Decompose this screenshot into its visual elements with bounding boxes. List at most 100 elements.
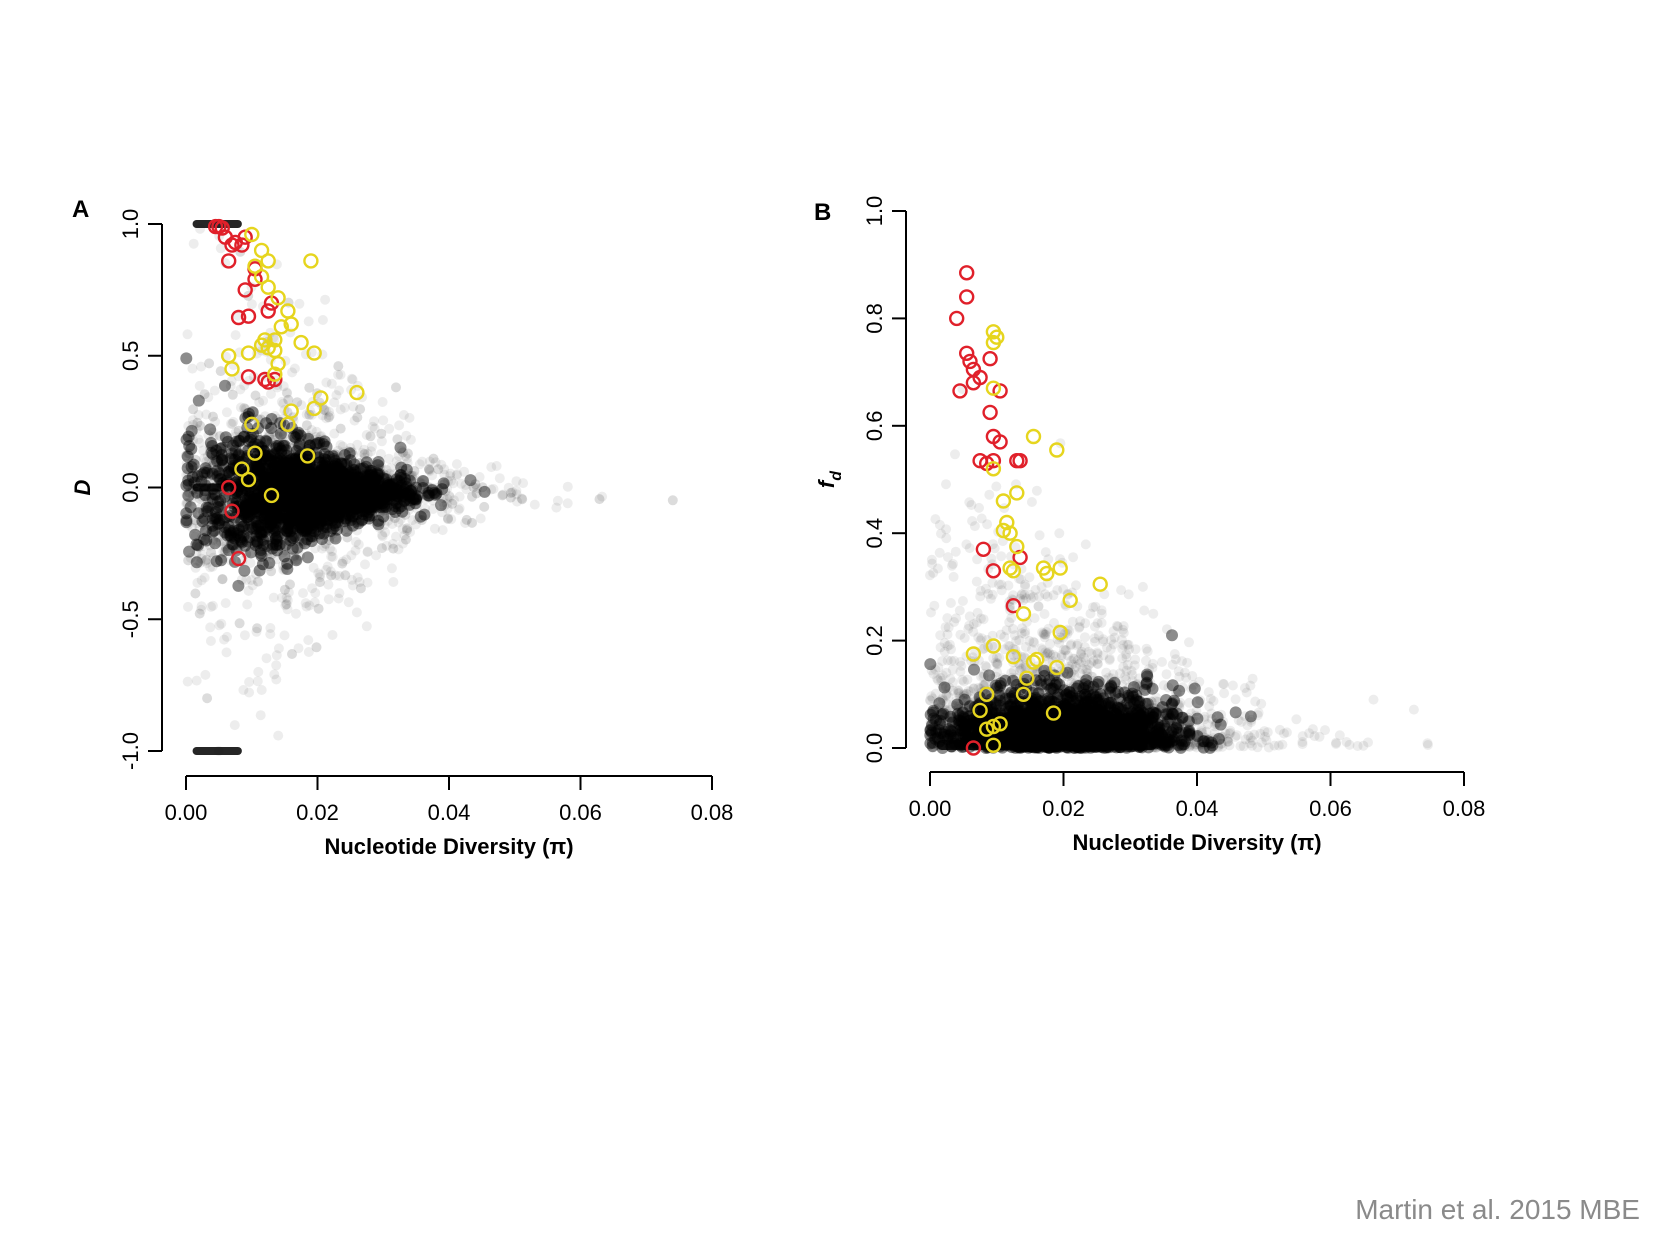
background-point bbox=[313, 568, 324, 579]
background-point bbox=[298, 503, 309, 513]
background-point bbox=[345, 442, 356, 453]
background-point bbox=[323, 488, 334, 498]
background-point bbox=[285, 449, 296, 460]
background-band bbox=[192, 747, 242, 755]
background-point bbox=[298, 507, 309, 518]
background-point bbox=[231, 493, 242, 504]
background-point bbox=[323, 594, 334, 605]
background-point bbox=[360, 509, 373, 522]
background-point bbox=[275, 520, 286, 531]
background-point bbox=[300, 521, 313, 534]
background-point bbox=[283, 587, 294, 598]
x-tick-label: 0.08 bbox=[691, 800, 734, 825]
background-point bbox=[306, 511, 317, 522]
background-point bbox=[395, 514, 406, 525]
background-point bbox=[389, 469, 400, 480]
background-point bbox=[388, 478, 398, 489]
background-point bbox=[253, 666, 264, 677]
background-point bbox=[262, 460, 273, 471]
background-point bbox=[268, 456, 279, 467]
background-point bbox=[229, 720, 240, 731]
background-point bbox=[290, 494, 301, 505]
background-point bbox=[326, 520, 337, 531]
background-point bbox=[365, 431, 376, 442]
background-point bbox=[215, 500, 226, 511]
y-tick-label: -1.0 bbox=[118, 732, 143, 770]
background-point bbox=[271, 518, 282, 529]
background-point bbox=[347, 580, 358, 591]
background-point bbox=[343, 485, 354, 496]
background-point bbox=[385, 489, 398, 502]
background-point bbox=[391, 382, 401, 393]
background-point bbox=[228, 446, 239, 457]
background-point bbox=[339, 402, 350, 413]
background-point bbox=[292, 426, 305, 439]
background-point bbox=[344, 488, 355, 499]
background-point bbox=[270, 465, 281, 475]
panel-a-background-cloud bbox=[180, 220, 678, 756]
background-point bbox=[352, 572, 363, 583]
background-point bbox=[314, 515, 324, 526]
background-point bbox=[299, 485, 310, 496]
background-point bbox=[323, 495, 334, 506]
background-point bbox=[355, 491, 368, 504]
background-point bbox=[295, 471, 306, 482]
background-point bbox=[317, 455, 328, 466]
background-point bbox=[205, 474, 216, 485]
background-point bbox=[252, 623, 263, 634]
background-point bbox=[402, 523, 413, 534]
background-point bbox=[322, 561, 333, 572]
background-point bbox=[376, 481, 387, 492]
background-point bbox=[328, 491, 339, 502]
background-point bbox=[306, 481, 317, 492]
background-point bbox=[318, 499, 328, 510]
background-point bbox=[283, 476, 294, 487]
background-point bbox=[217, 464, 228, 475]
background-point bbox=[326, 570, 337, 581]
background-point bbox=[192, 539, 204, 552]
background-point bbox=[187, 507, 198, 517]
background-point bbox=[273, 471, 284, 482]
background-point bbox=[260, 532, 271, 543]
background-point bbox=[319, 484, 330, 495]
background-point bbox=[263, 557, 276, 569]
background-point bbox=[217, 460, 228, 471]
background-point bbox=[192, 394, 205, 407]
background-point bbox=[279, 438, 290, 449]
background-point bbox=[337, 509, 348, 520]
background-point bbox=[260, 524, 271, 535]
background-point bbox=[309, 497, 320, 508]
background-point bbox=[411, 490, 421, 501]
background-point bbox=[373, 468, 384, 479]
background-point bbox=[315, 501, 326, 512]
background-point bbox=[293, 526, 304, 537]
background-point bbox=[337, 558, 348, 569]
background-point bbox=[274, 476, 284, 487]
background-point bbox=[304, 509, 314, 519]
background-point bbox=[375, 449, 386, 459]
background-point bbox=[298, 514, 309, 525]
background-point bbox=[300, 506, 311, 516]
background-point bbox=[303, 316, 314, 327]
background-point bbox=[293, 527, 304, 538]
background-point bbox=[334, 571, 345, 581]
background-point bbox=[390, 499, 401, 509]
background-point bbox=[316, 512, 327, 523]
background-point bbox=[422, 482, 433, 493]
background-point bbox=[244, 677, 255, 687]
background-point bbox=[284, 457, 295, 468]
background-point bbox=[365, 484, 376, 494]
background-point bbox=[433, 464, 444, 475]
x-axis-title: Nucleotide Diversity (π) bbox=[324, 834, 573, 859]
background-point bbox=[307, 490, 318, 501]
background-point bbox=[285, 473, 296, 484]
background-point bbox=[238, 520, 250, 532]
background-point bbox=[336, 471, 347, 481]
background-point bbox=[443, 514, 453, 524]
background-point bbox=[511, 476, 522, 487]
x-tick-label: 0.04 bbox=[428, 800, 471, 825]
background-point bbox=[241, 508, 251, 519]
background-point bbox=[275, 448, 288, 461]
background-point bbox=[267, 474, 280, 487]
background-point bbox=[314, 577, 325, 588]
